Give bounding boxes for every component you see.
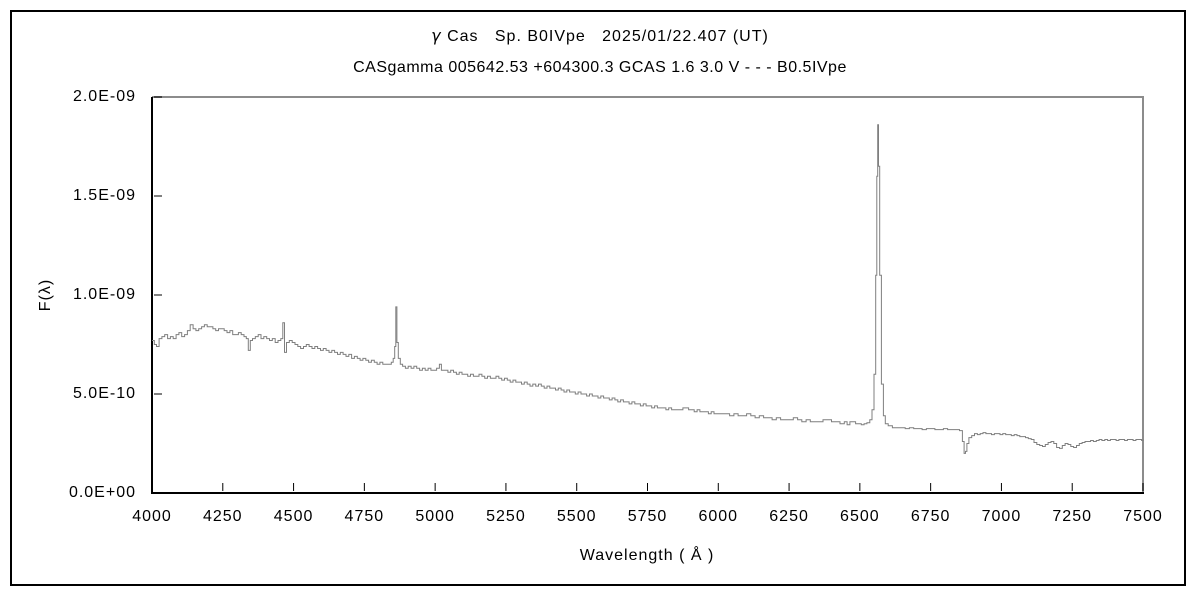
x-tick-label: 4250 bbox=[202, 508, 243, 525]
chart-title-text: Cas Sp. B0IVpe 2025/01/22.407 (UT) bbox=[441, 28, 769, 45]
x-tick-label: 4750 bbox=[344, 508, 385, 525]
x-tick-label: 7500 bbox=[1123, 508, 1163, 525]
x-axis-label: Wavelength ( Å ) bbox=[579, 547, 715, 564]
x-tick-label: 5500 bbox=[556, 508, 597, 525]
x-tick-label: 5250 bbox=[486, 508, 526, 525]
x-tick-label: 7000 bbox=[981, 508, 1022, 525]
chart-title: γ Cas Sp. B0IVpe 2025/01/22.407 (UT) bbox=[0, 26, 1200, 46]
x-tick-label: 6250 bbox=[769, 508, 809, 525]
spectrum-line bbox=[152, 124, 1144, 454]
y-tick-label: 2.0E-09 bbox=[72, 88, 136, 105]
x-tick-label: 6750 bbox=[910, 508, 951, 525]
y-tick-label: 1.5E-09 bbox=[72, 187, 136, 204]
x-tick-label: 4500 bbox=[273, 508, 314, 525]
chart-subtitle: CASgamma 005642.53 +604300.3 GCAS 1.6 3.… bbox=[353, 59, 847, 76]
outer-frame bbox=[10, 10, 1186, 586]
x-tick-label: 4000 bbox=[132, 508, 172, 525]
x-tick-label: 7250 bbox=[1052, 508, 1092, 525]
y-tick-label: 1.0E-09 bbox=[72, 286, 136, 303]
y-tick-label: 0.0E+00 bbox=[68, 484, 136, 501]
gamma-symbol: γ bbox=[431, 26, 442, 45]
x-tick-label: 6500 bbox=[840, 508, 880, 525]
x-tick-label: 5000 bbox=[415, 508, 455, 525]
x-tick-label: 5750 bbox=[627, 508, 668, 525]
x-tick-label: 6000 bbox=[698, 508, 739, 525]
y-tick-label: 5.0E-10 bbox=[72, 385, 136, 402]
